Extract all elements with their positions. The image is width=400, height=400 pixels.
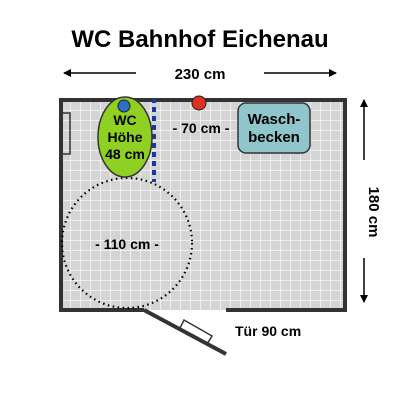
toilet-label-line-1: WC (113, 112, 136, 128)
toilet (97, 96, 153, 178)
sink-label-line-1: Wasch- (248, 111, 301, 128)
door-label: Tür 90 cm (235, 323, 301, 339)
sink (237, 102, 311, 154)
door-handle (179, 318, 214, 345)
turning-circle-label: - 110 cm - (95, 236, 159, 252)
emergency-button-icon (191, 95, 207, 111)
height-label: 180 cm (365, 187, 382, 238)
toilet-clearance-label: - 70 cm - (173, 120, 230, 136)
page-title: WC Bahnhof Eichenau (71, 26, 329, 53)
flush-button-icon (117, 99, 131, 113)
grab-bar (63, 112, 71, 155)
width-label: 230 cm (175, 66, 226, 83)
turning-circle (60, 176, 194, 310)
toilet-label-line-3: 48 cm (105, 146, 145, 162)
toilet-label-line-2: Höhe (108, 129, 143, 145)
height-dimension: 180 cm (360, 99, 382, 303)
door (143, 308, 227, 356)
width-dimension: 230 cm (63, 66, 337, 83)
door-leaf (143, 308, 227, 356)
sink-label-line-2: becken (248, 129, 300, 146)
room-walls (59, 98, 347, 312)
